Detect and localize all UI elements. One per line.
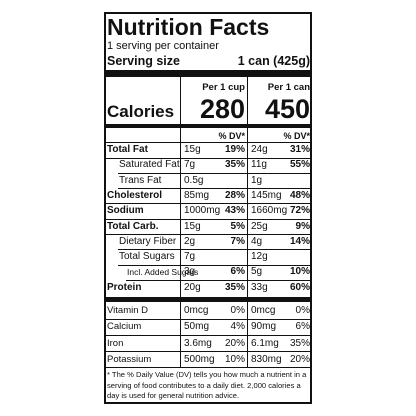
calories-value: 280 [199, 94, 245, 124]
column-header: Per 1 cup [202, 82, 245, 93]
amount: 1660mg [251, 205, 288, 217]
amount: 24g [251, 144, 268, 155]
daily-value: 6% [295, 321, 310, 333]
label-frame [104, 12, 312, 404]
daily-value: 10% [289, 266, 310, 278]
amount: 20g [184, 281, 201, 293]
daily-value: 35% [289, 337, 310, 349]
amount: 25g [251, 220, 268, 232]
amount: 33g [251, 281, 268, 293]
amount: 145mg [251, 189, 282, 201]
daily-value: 35% [224, 281, 245, 293]
amount: 500mg [184, 354, 215, 366]
nutrient-label: Potassium [107, 354, 152, 366]
nutrient-label: Protein [107, 281, 142, 293]
daily-value: 60% [289, 281, 310, 293]
amount: 5g [251, 266, 263, 278]
nutrient-label: Dietary Fiber [119, 235, 177, 247]
column-divider [180, 77, 181, 368]
nutrient-label: Vitamin D [107, 305, 149, 316]
daily-value: 20% [224, 337, 245, 349]
dv-header: % DV* [218, 131, 245, 141]
amount: 15g [184, 220, 201, 232]
rule [126, 279, 310, 281]
nutrient-label: Trans Fat [119, 174, 162, 186]
rule [106, 318, 310, 320]
daily-value: 55% [289, 159, 310, 171]
nutrient-label: Sodium [107, 205, 144, 217]
daily-value: 48% [289, 189, 310, 201]
amount: 6.1mg [251, 337, 279, 349]
rule [118, 172, 310, 174]
amount: 0mcg [251, 305, 276, 316]
daily-value: 43% [224, 205, 245, 217]
rule [118, 188, 310, 190]
daily-value: 20% [289, 354, 310, 366]
daily-value: 0% [230, 305, 245, 316]
nutrient-label: Calcium [107, 321, 142, 333]
rule [106, 351, 310, 353]
amount: 830mg [251, 354, 282, 366]
amount: 15g [184, 144, 201, 155]
rule [106, 367, 310, 368]
amount: 3g [184, 266, 196, 278]
amount: 12g [251, 251, 268, 263]
daily-value: 5% [230, 220, 245, 232]
amount: 2g [184, 235, 196, 247]
thick-rule [106, 297, 310, 302]
amount: 3.6mg [184, 337, 212, 349]
amount: 1000mg [184, 205, 221, 217]
rule [118, 264, 310, 266]
daily-value: 6% [230, 266, 245, 278]
rule [106, 334, 310, 336]
column-divider [247, 77, 248, 368]
daily-value: 19% [224, 144, 245, 155]
daily-value: 28% [224, 189, 245, 201]
nutrient-label: Iron [107, 337, 124, 349]
amount: 7g [184, 251, 196, 263]
footnote: * The % Daily Value (DV) tells you how m… [107, 370, 307, 400]
rule [118, 249, 310, 251]
medium-rule [106, 124, 310, 128]
amount: 50mg [184, 321, 210, 333]
rule [106, 157, 310, 159]
amount: 1g [251, 174, 263, 186]
servings: 1 serving per container [107, 40, 219, 52]
calories-label: Calories [107, 102, 175, 121]
serving-size-value: 1 can (425g) [237, 54, 310, 68]
amount: 85mg [184, 189, 210, 201]
serving-size-label: Serving size [107, 54, 180, 68]
rule [106, 203, 310, 205]
thick-rule [106, 70, 310, 77]
rule [106, 142, 310, 143]
amount: 90mg [251, 321, 277, 333]
rule [106, 218, 310, 220]
column-header: Per 1 can [267, 82, 310, 93]
daily-value: 35% [224, 159, 245, 171]
daily-value: 9% [295, 220, 310, 232]
nutrient-label: Total Carb. [107, 220, 159, 232]
daily-value: 10% [224, 354, 245, 366]
daily-value: 0% [295, 305, 310, 316]
amount: 4g [251, 235, 263, 247]
nutrient-label: Incl. Added Sugars [127, 267, 199, 278]
rule [106, 234, 310, 235]
nutrient-label: Cholesterol [107, 189, 163, 201]
amount: 0.5g [184, 174, 204, 186]
daily-value: 14% [289, 235, 310, 247]
daily-value: 7% [230, 235, 245, 247]
nutrient-label: Total Fat [107, 144, 148, 155]
dv-header: % DV* [283, 131, 310, 141]
daily-value: 4% [230, 321, 245, 333]
nutrient-label: Saturated Fat [119, 159, 180, 171]
amount: 11g [251, 159, 267, 171]
amount: 7g [184, 159, 196, 171]
daily-value: 31% [289, 144, 310, 155]
title: Nutrition Facts [107, 14, 270, 40]
calories-value: 450 [264, 94, 310, 124]
daily-value: 72% [289, 205, 310, 217]
nutrient-label: Total Sugars [119, 251, 175, 263]
amount: 0mcg [184, 305, 209, 316]
